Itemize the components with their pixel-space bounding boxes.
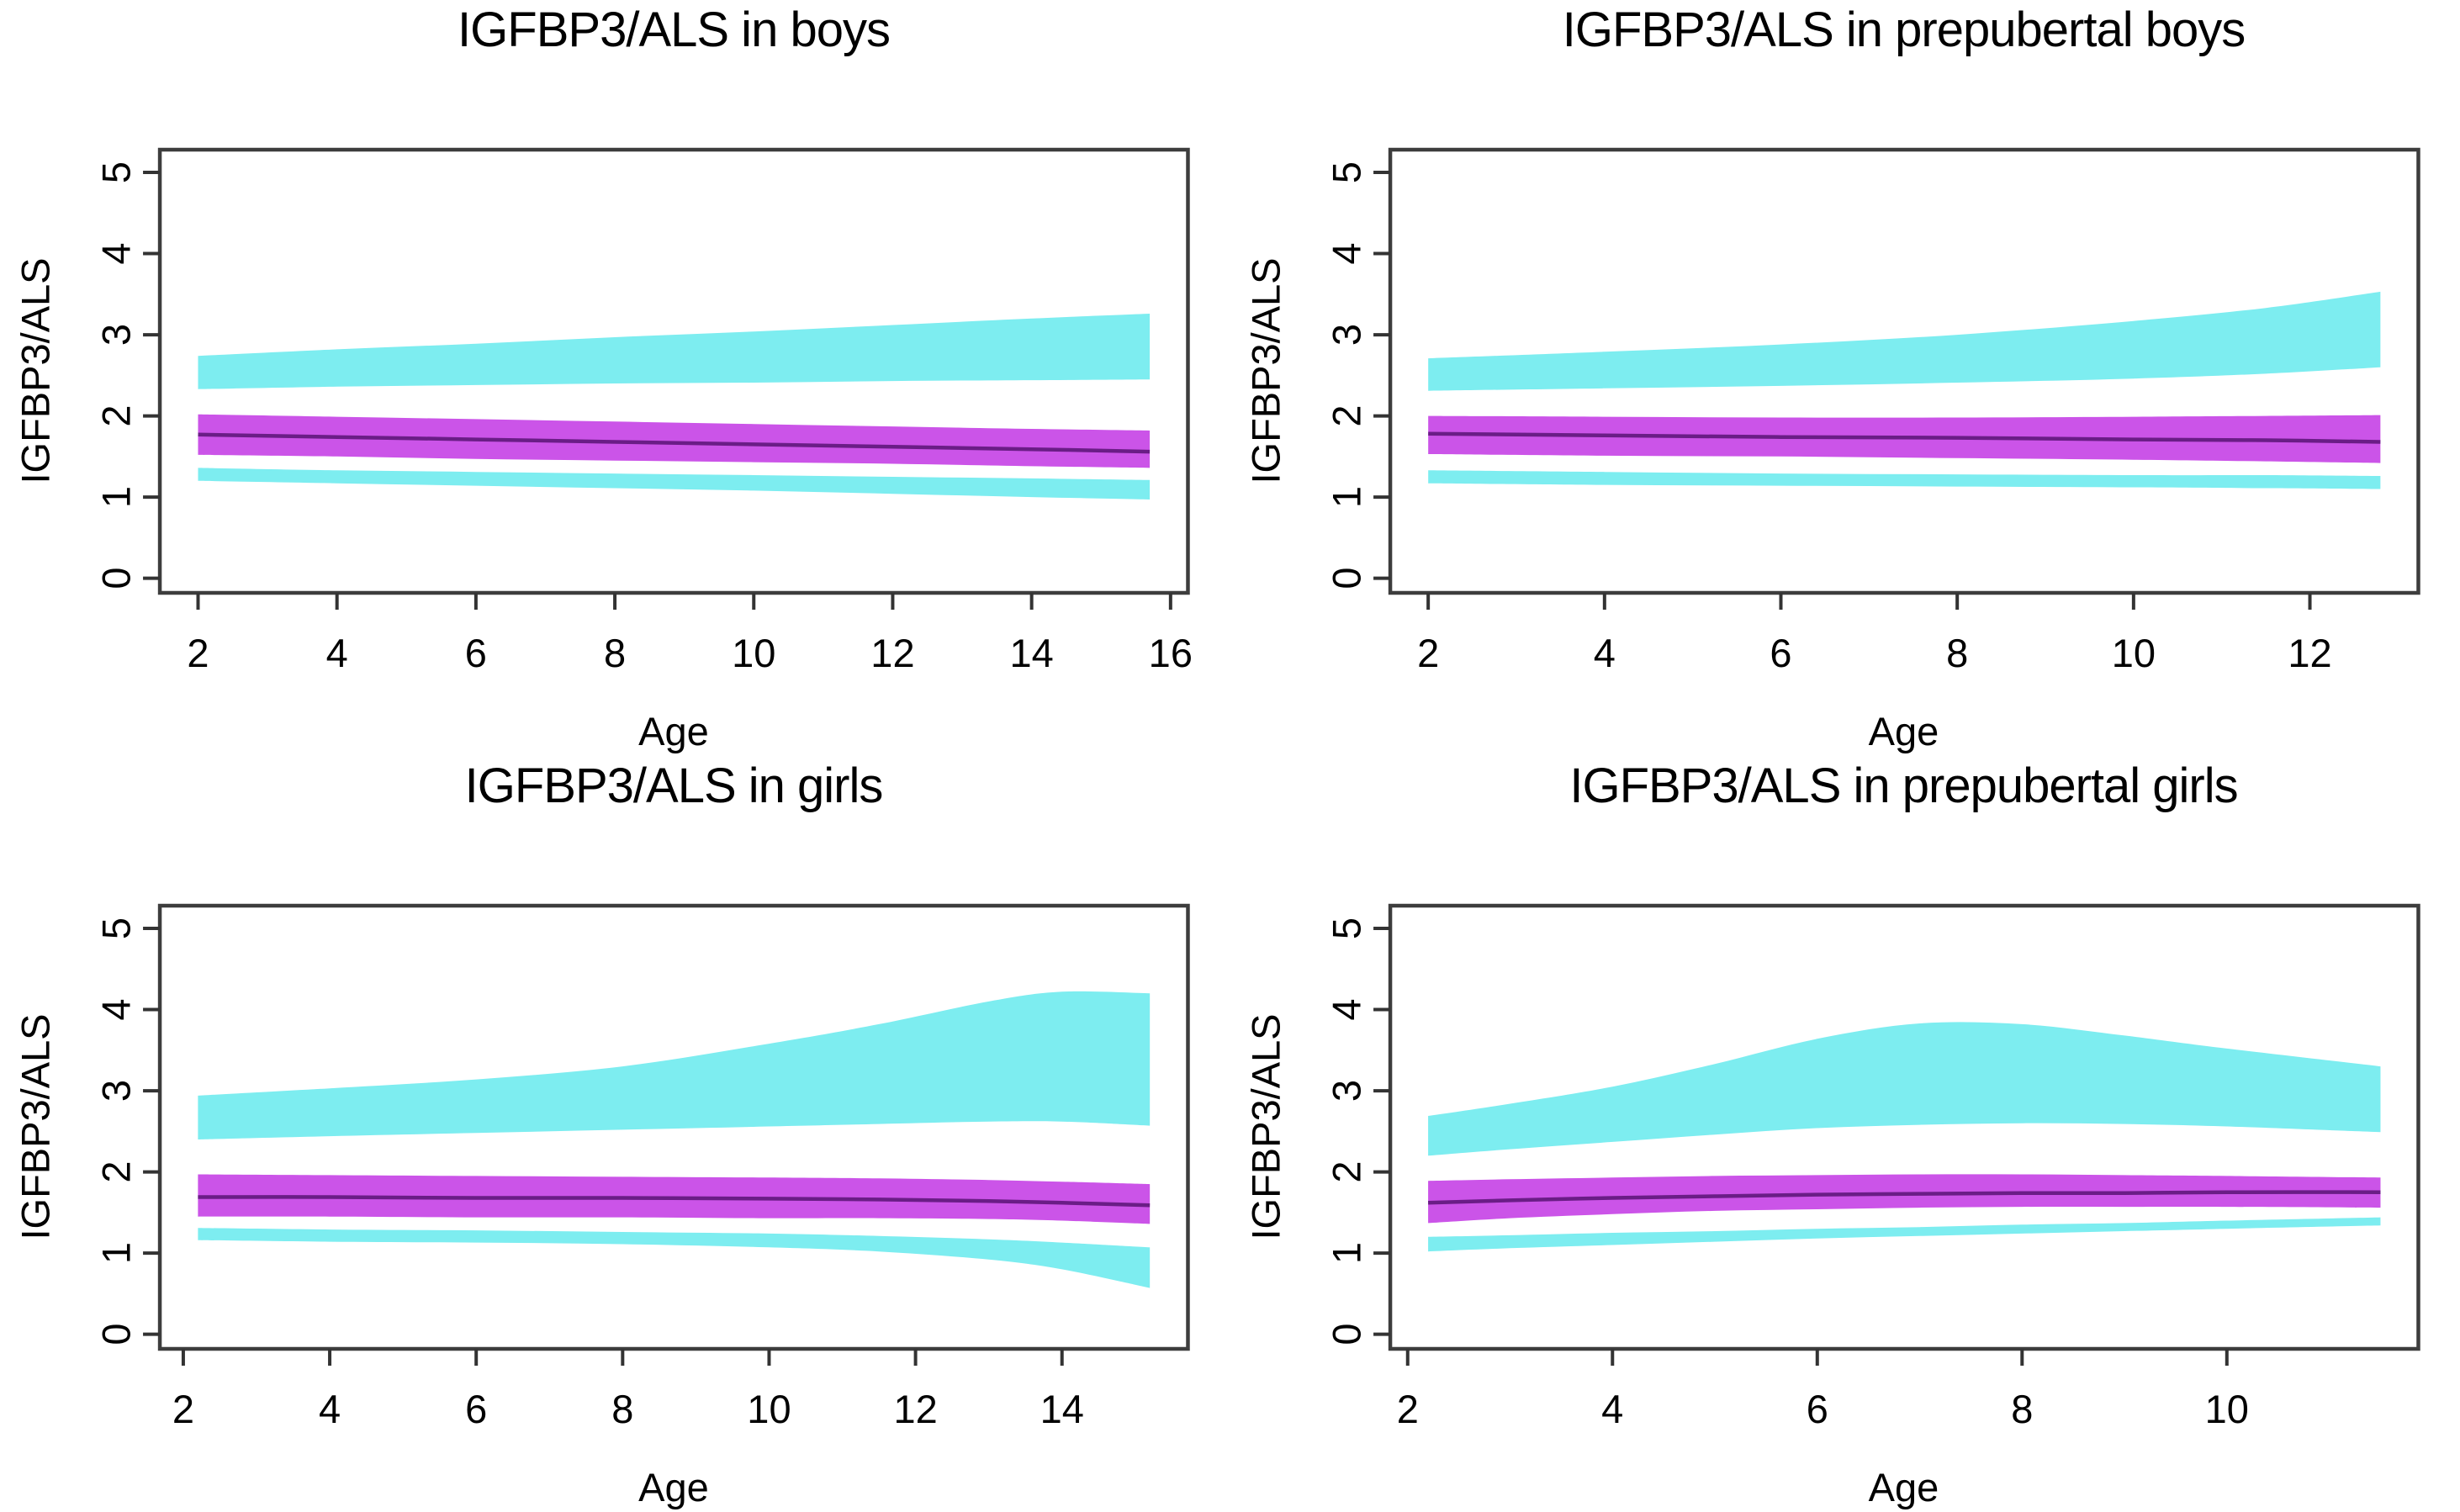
x-tick-label: 8	[1946, 631, 1968, 675]
x-tick-label: 16	[1149, 631, 1193, 675]
upper-reference-band	[198, 991, 1151, 1139]
x-tick-label: 10	[2204, 1387, 2248, 1431]
plot-frame	[1388, 903, 2420, 1351]
y-tick-label: 3	[94, 324, 139, 346]
x-tick-label: 6	[465, 631, 487, 675]
y-tick-label: 5	[94, 917, 139, 939]
x-tick-label: 12	[2288, 631, 2331, 675]
y-tick-label: 3	[1324, 1080, 1368, 1102]
y-tick-label: 1	[1324, 486, 1368, 508]
median-line	[1427, 431, 2380, 444]
lower-reference-band	[1427, 1217, 2380, 1252]
x-axis-label-prepubertal-girls: Age	[1868, 1465, 1939, 1509]
x-tick-label: 2	[1396, 1387, 1418, 1431]
x-tick-label: 4	[1593, 631, 1615, 675]
y-tick-label: 4	[94, 998, 139, 1020]
x-tick-label: 14	[1040, 1387, 1084, 1431]
y-tick-label: 4	[1324, 998, 1368, 1020]
x-tick-label: 6	[1806, 1387, 1828, 1431]
x-tick-label: 12	[893, 1387, 937, 1431]
chart-title-girls: IGFBP3/ALS in girls	[464, 759, 884, 813]
panel-prepubertal-boys: 2 4 6 8 10 12 0 1 2 3 4 5 IGFBP3/ALS in prepubertal…	[1230, 0, 2460, 756]
y-tick-label: 1	[94, 1242, 139, 1264]
normal-range-band	[1427, 1174, 2380, 1224]
x-tick-label: 10	[2111, 631, 2155, 675]
x-tick-label: 8	[611, 1387, 633, 1431]
y-tick-label: 3	[94, 1080, 139, 1102]
y-tick-label: 0	[1324, 568, 1368, 589]
y-tick-label: 3	[1324, 324, 1368, 346]
y-axis-label-boys: IGFBP3/ALS	[13, 257, 58, 484]
x-tick-label: 8	[604, 631, 626, 675]
plot-frame	[157, 903, 1190, 1351]
y-axis-label-girls: IGFBP3/ALS	[13, 1013, 58, 1240]
median-line	[198, 1195, 1151, 1208]
panel-boys: 2 4 6 8 10 12 14 16 0 1 2 3 4 5 IGFBP3/ALS in boys Ag…	[0, 0, 1230, 756]
y-tick-label: 1	[94, 486, 139, 508]
y-tick-label: 5	[1324, 917, 1368, 939]
x-tick-label: 2	[1417, 631, 1439, 675]
median-line	[198, 432, 1151, 454]
plot-frame	[157, 147, 1190, 595]
x-tick-label: 10	[747, 1387, 791, 1431]
upper-reference-band	[1427, 291, 2380, 391]
y-tick-label: 0	[94, 1324, 139, 1345]
median-line	[1427, 1190, 2380, 1205]
chart-title-prepubertal-boys: IGFBP3/ALS in prepubertal boys	[1562, 3, 2246, 57]
y-tick-label: 2	[1324, 1161, 1368, 1183]
y-tick-label: 5	[94, 161, 139, 183]
upper-reference-band	[1427, 1022, 2380, 1156]
panel-prepubertal-girls: 2 4 6 8 10 0 1 2 3 4 5 IGFBP3/ALS in prepubertal g…	[1230, 756, 2460, 1512]
x-tick-label: 14	[1009, 631, 1053, 675]
x-axis-label-prepubertal-boys: Age	[1868, 709, 1939, 753]
x-tick-label: 12	[870, 631, 914, 675]
y-tick-label: 0	[1324, 1324, 1368, 1345]
y-tick-label: 4	[94, 242, 139, 264]
x-tick-label: 6	[465, 1387, 487, 1431]
x-tick-label: 6	[1770, 631, 1791, 675]
x-tick-label: 4	[319, 1387, 341, 1431]
lower-reference-band	[198, 468, 1151, 500]
upper-reference-band	[198, 314, 1151, 389]
chart-prepubertal-girls-canvas: 2 4 6 8 10 0 1 2 3 4 5	[1324, 903, 2420, 1431]
plot-frame	[1388, 147, 2420, 595]
y-tick-label: 1	[1324, 1242, 1368, 1264]
lower-reference-band	[1427, 470, 2380, 489]
x-tick-label: 4	[326, 631, 348, 675]
panel-girls: 2 4 6 8 10 12 14 0 1 2 3 4 5 IGFBP3/ALS in girls Age…	[0, 756, 1230, 1512]
y-tick-label: 2	[94, 1161, 139, 1183]
x-tick-label: 8	[2011, 1387, 2033, 1431]
y-tick-label: 4	[1324, 242, 1368, 264]
y-tick-label: 2	[1324, 405, 1368, 427]
chart-title-prepubertal-girls: IGFBP3/ALS in prepubertal girls	[1569, 759, 2238, 813]
y-axis-label-prepubertal-girls: IGFBP3/ALS	[1243, 1013, 1288, 1240]
x-axis-label-boys: Age	[638, 709, 709, 753]
x-axis-label-girls: Age	[638, 1465, 709, 1509]
x-tick-label: 10	[732, 631, 775, 675]
chart-title-boys: IGFBP3/ALS in boys	[458, 3, 891, 57]
y-axis-label-prepubertal-boys: IGFBP3/ALS	[1243, 257, 1288, 484]
y-tick-label: 5	[1324, 161, 1368, 183]
lower-reference-band	[198, 1228, 1151, 1288]
x-tick-label: 4	[1601, 1387, 1623, 1431]
x-tick-label: 2	[172, 1387, 194, 1431]
y-tick-label: 0	[94, 568, 139, 589]
y-tick-label: 2	[94, 405, 139, 427]
x-tick-label: 2	[187, 631, 209, 675]
